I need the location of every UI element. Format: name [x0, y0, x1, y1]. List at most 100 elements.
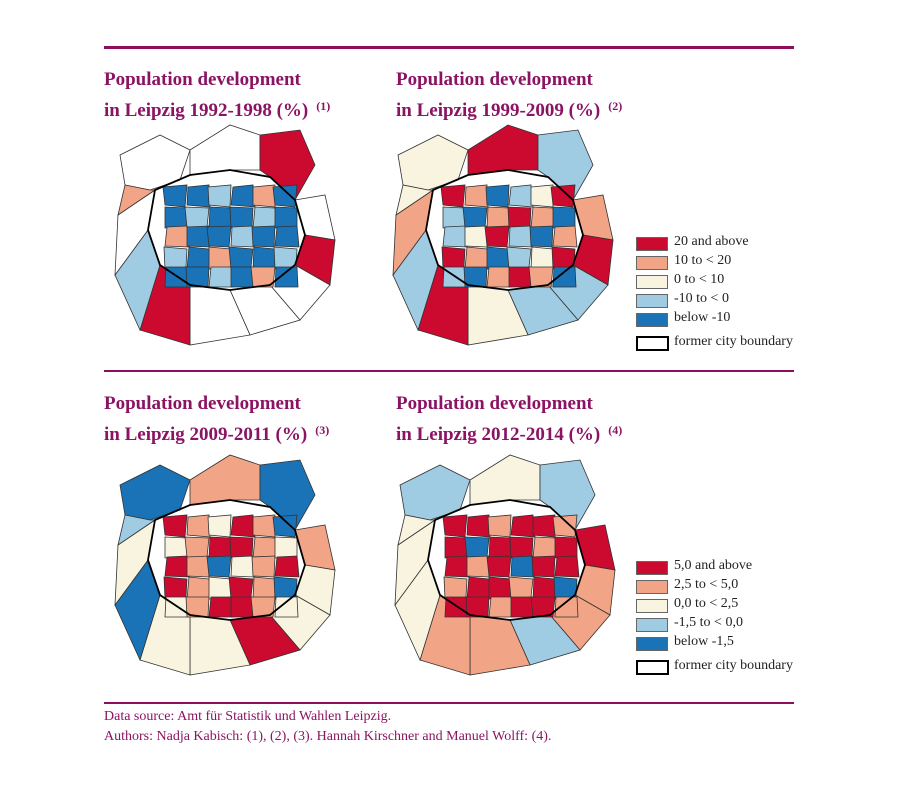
district [466, 555, 490, 578]
district [252, 184, 276, 208]
district [443, 576, 468, 600]
district [274, 596, 299, 618]
former-city-boundary [147, 499, 306, 621]
district [162, 514, 188, 538]
former-city-boundary [427, 499, 586, 621]
district [395, 184, 435, 216]
district [229, 536, 254, 559]
district [397, 514, 437, 546]
district [507, 206, 532, 229]
district [532, 576, 557, 600]
legend-swatch [636, 275, 668, 289]
former-city-boundary [425, 169, 584, 291]
district [164, 225, 190, 248]
district [251, 225, 276, 248]
district [552, 206, 576, 229]
district [466, 514, 491, 538]
district [164, 555, 190, 578]
district [208, 206, 233, 229]
district [488, 536, 513, 559]
district [508, 266, 532, 288]
district [230, 266, 254, 288]
district [164, 536, 188, 559]
district [208, 596, 234, 618]
district [162, 184, 188, 208]
district [250, 266, 276, 288]
district [442, 225, 468, 248]
district [441, 246, 466, 270]
district [163, 576, 188, 600]
map-1992-1998 [114, 124, 336, 346]
district [186, 246, 212, 270]
district [506, 246, 532, 270]
district [464, 246, 490, 270]
district [508, 576, 534, 600]
district [440, 184, 466, 208]
legend-swatch [636, 599, 668, 613]
district [399, 464, 471, 521]
district [230, 555, 255, 578]
boundary-swatch [636, 336, 669, 351]
district [274, 536, 298, 559]
data-source: Data source: Amt für Statistik und Wahle… [104, 709, 392, 724]
district [119, 134, 191, 191]
district [207, 184, 232, 208]
district [486, 555, 512, 578]
authors: Authors: Nadja Kabisch: (1), (2), (3). H… [104, 729, 552, 744]
district [252, 536, 278, 559]
district [529, 225, 554, 248]
district [444, 555, 470, 578]
district [485, 184, 510, 208]
district [189, 454, 261, 506]
legend-swatch [636, 561, 668, 575]
district [528, 266, 554, 288]
district [484, 225, 510, 248]
legend-swatch [636, 580, 668, 594]
district [488, 596, 514, 618]
legend-swatch [636, 237, 668, 251]
district [530, 596, 556, 618]
district [184, 536, 210, 559]
district [184, 206, 210, 229]
legend-swatch [636, 294, 668, 308]
district [469, 454, 541, 506]
district [530, 184, 554, 208]
former-city-boundary [147, 169, 306, 291]
district [186, 225, 210, 248]
district [228, 246, 254, 270]
district [510, 514, 536, 538]
district [574, 524, 616, 571]
district [274, 225, 300, 248]
top-rule [104, 46, 794, 49]
district [462, 206, 488, 229]
district [207, 514, 232, 538]
district [464, 536, 490, 559]
district [206, 225, 232, 248]
district [510, 596, 534, 618]
legend-swatch [636, 256, 668, 270]
district [532, 536, 558, 559]
district [444, 536, 468, 559]
district [510, 555, 535, 578]
district [117, 514, 157, 546]
footer: Data source: Amt für Statistik und Wahle… [104, 707, 551, 747]
district [208, 576, 232, 600]
district [552, 514, 578, 538]
district [230, 596, 254, 618]
district [228, 576, 254, 600]
district [208, 266, 234, 288]
district [186, 514, 211, 538]
district [554, 596, 579, 618]
district [442, 206, 466, 229]
district [466, 576, 492, 600]
district [532, 514, 556, 538]
legend-swatch [636, 313, 668, 327]
legend-swatch [636, 637, 668, 651]
district [554, 536, 578, 559]
district [508, 225, 533, 248]
map-2009-2011 [114, 454, 336, 676]
district [572, 194, 614, 241]
district [189, 124, 261, 176]
district [486, 266, 512, 288]
district [252, 514, 276, 538]
